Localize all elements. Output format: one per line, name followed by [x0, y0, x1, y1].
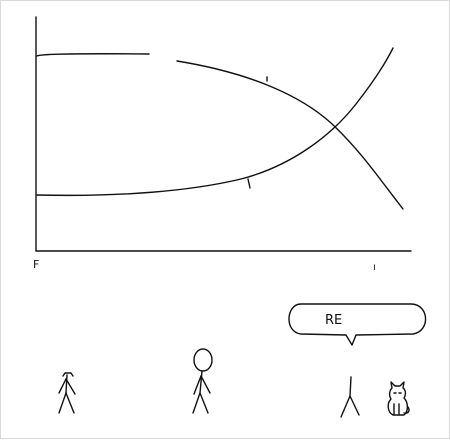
- declining-curve: [176, 60, 404, 210]
- declining-curve-start: [36, 53, 150, 57]
- stick-figure-left: [58, 372, 76, 414]
- x-axis-start-label: F: [33, 258, 40, 271]
- stick-figure-right: [340, 376, 360, 418]
- rising-curve: [36, 47, 394, 197]
- x-axis-end-label: ı: [373, 262, 376, 273]
- stick-figure-center: [192, 348, 213, 414]
- speech-bubble-text: RE: [325, 313, 343, 328]
- cat-figure: [387, 381, 410, 416]
- curve-tick-mark: [247, 178, 251, 189]
- speech-bubble: [288, 303, 427, 346]
